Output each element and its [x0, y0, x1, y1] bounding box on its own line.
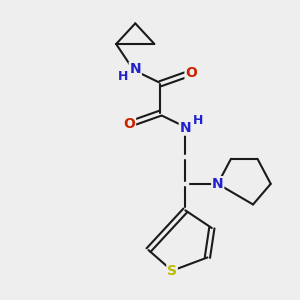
Text: S: S	[167, 264, 177, 278]
Text: N: N	[179, 121, 191, 135]
Text: H: H	[193, 114, 203, 127]
Text: O: O	[185, 66, 197, 80]
Text: H: H	[118, 70, 128, 83]
Text: N: N	[212, 177, 224, 191]
Text: N: N	[130, 62, 141, 76]
Text: O: O	[124, 117, 135, 131]
